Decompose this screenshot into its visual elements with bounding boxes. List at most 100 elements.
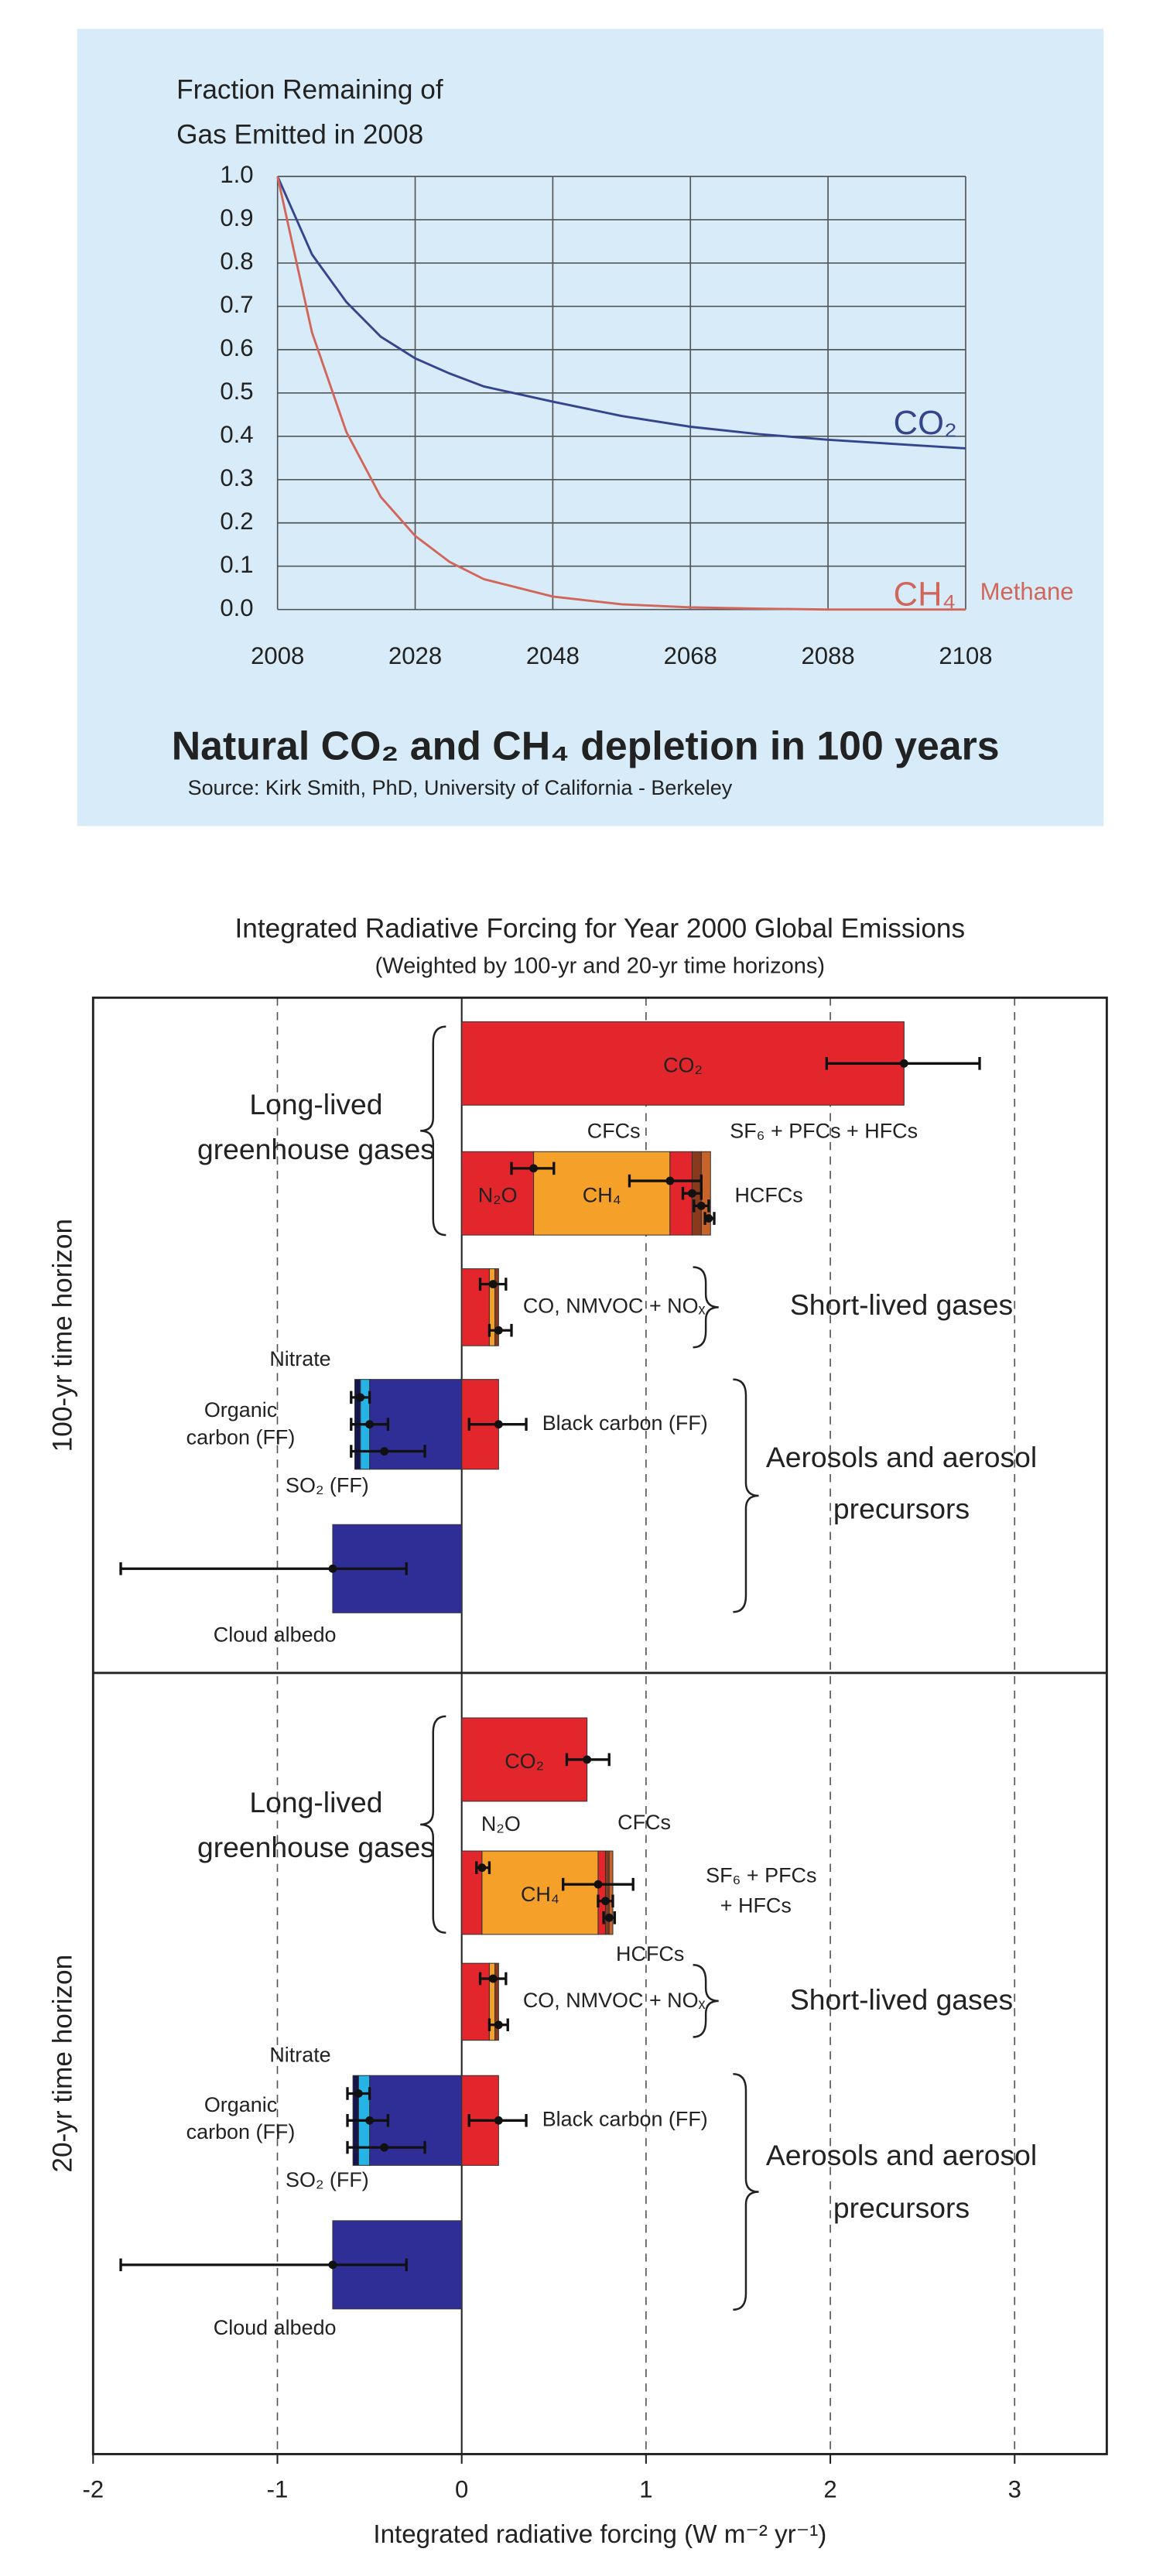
annotation: SF₆ + PFCs + HFCs — [730, 1120, 918, 1143]
error-point — [529, 1164, 538, 1173]
brace — [420, 1025, 446, 1237]
x-tick-label: 2008 — [251, 642, 304, 669]
chart-background — [77, 29, 1104, 826]
series-label: CH₄ — [894, 576, 956, 614]
error-point — [354, 2089, 363, 2098]
annotation: N₂O — [481, 1812, 521, 1835]
bar-segment — [533, 1151, 671, 1236]
group-label: Long-lived — [249, 1088, 382, 1120]
annotation: HCFCs — [616, 1942, 684, 1965]
error-point — [380, 2143, 389, 2152]
annotation: Black carbon (FF) — [542, 2107, 708, 2130]
y-tick-label: 0.3 — [220, 464, 253, 491]
y-tick-label: 0.5 — [220, 378, 253, 405]
annotation: carbon (FF) — [186, 2120, 296, 2143]
x-tick-label: 2088 — [802, 642, 855, 669]
error-point — [704, 1214, 713, 1223]
annotation: Cloud albedo — [214, 2316, 337, 2339]
group-label: Aerosols and aerosol — [766, 2139, 1037, 2171]
panel-label: 20-yr time horizon — [47, 1955, 77, 2173]
error-point — [488, 1974, 498, 1983]
y-tick-label: 0.1 — [220, 551, 253, 578]
annotation: Black carbon (FF) — [542, 1411, 708, 1435]
annotation: SF₆ + PFCs — [706, 1863, 816, 1887]
group-label: precursors — [833, 2191, 970, 2224]
group-label: Short-lived gases — [790, 1983, 1013, 2016]
segment-label: CH₄ — [583, 1183, 621, 1206]
error-point — [601, 1897, 610, 1906]
annotation: Methane — [980, 578, 1074, 605]
annotation: SO₂ (FF) — [286, 1474, 369, 1497]
brace — [420, 1715, 446, 1935]
segment-label: CO₂ — [505, 1750, 544, 1773]
line-series — [276, 176, 966, 450]
error-bar — [628, 1174, 703, 1188]
segment-label: CH₄ — [521, 1883, 559, 1906]
annotation: CO, NMVOC + NOₓ — [523, 1989, 706, 2012]
x-tick-label: 1 — [639, 2475, 652, 2502]
brace — [693, 1266, 719, 1349]
x-tick-label: 3 — [1008, 2475, 1021, 2502]
error-point — [380, 1447, 389, 1456]
error-bar — [119, 1562, 408, 1575]
group-label: Aerosols and aerosol — [766, 1441, 1037, 1473]
group-label: greenhouse gases — [197, 1133, 435, 1165]
error-point — [494, 1420, 503, 1429]
y-tick-label: 0.8 — [220, 248, 253, 275]
error-point — [477, 1863, 487, 1873]
error-bar — [119, 2258, 408, 2272]
x-tick-label: -1 — [267, 2475, 289, 2502]
error-point — [488, 1280, 498, 1288]
x-tick-label: 2028 — [388, 642, 442, 669]
group-label: Long-lived — [249, 1786, 382, 1818]
annotation: Organic — [204, 2093, 277, 2116]
x-axis-label: Integrated radiative forcing (W m⁻² yr⁻¹… — [373, 2520, 826, 2549]
bar-segment — [494, 1962, 499, 2041]
y-axis-label: Gas Emitted in 2008 — [176, 120, 423, 150]
annotation: CO, NMVOC + NOₓ — [523, 1294, 706, 1317]
bar-segment — [461, 1850, 483, 1935]
chart-subtitle: (Weighted by 100-yr and 20-yr time horiz… — [375, 954, 825, 979]
series-label: CO₂ — [894, 405, 957, 442]
plot-frame — [91, 996, 1108, 2455]
chart-title: Natural CO₂ and CH₄ depletion in 100 yea… — [172, 724, 1000, 768]
x-tick-label: 2 — [823, 2475, 836, 2502]
bar-segment — [604, 1850, 610, 1935]
group-label: Short-lived gases — [790, 1288, 1013, 1321]
y-tick-label: 0.7 — [220, 291, 253, 318]
chart-title: Integrated Radiative Forcing for Year 20… — [235, 914, 966, 944]
group-label: precursors — [833, 1492, 970, 1524]
panel-label: 100-yr time horizon — [47, 1219, 77, 1452]
brace — [733, 1378, 759, 1613]
annotation: + HFCs — [720, 1894, 792, 1917]
bar-segment — [461, 1962, 490, 2041]
y-tick-label: 0.2 — [220, 508, 253, 535]
annotation: CFCs — [587, 1120, 641, 1143]
brace — [693, 1963, 719, 2038]
error-point — [494, 2020, 503, 2030]
error-point — [328, 2260, 337, 2270]
segment-label: CO₂ — [663, 1054, 703, 1077]
annotation: Organic — [204, 1398, 277, 1421]
error-point — [365, 1420, 374, 1429]
error-point — [356, 1393, 365, 1402]
bar-segment — [608, 1850, 614, 1935]
bar-segment — [461, 1151, 535, 1236]
bar-segment — [494, 1268, 499, 1346]
error-point — [593, 1880, 603, 1889]
group-label: greenhouse gases — [197, 1831, 435, 1863]
y-tick-label: 0.6 — [220, 334, 253, 361]
error-point — [365, 2116, 374, 2125]
y-axis-label: Fraction Remaining of — [176, 74, 443, 104]
line-series — [276, 176, 966, 611]
x-tick-label: -2 — [82, 2475, 104, 2502]
error-point — [688, 1189, 696, 1198]
x-tick-label: 2048 — [526, 642, 580, 669]
y-tick-label: 0.0 — [220, 594, 253, 621]
annotation: Nitrate — [269, 1347, 330, 1370]
y-tick-label: 0.9 — [220, 204, 253, 231]
annotation: SO₂ (FF) — [286, 2168, 369, 2191]
y-tick-label: 0.4 — [220, 421, 253, 448]
annotation: carbon (FF) — [186, 1425, 296, 1449]
